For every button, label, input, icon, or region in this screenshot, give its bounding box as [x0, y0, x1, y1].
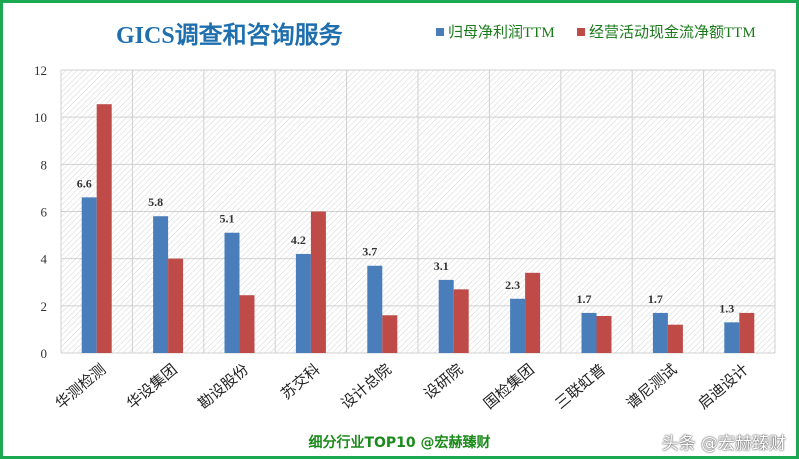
bar-net-profit — [581, 312, 597, 353]
bar-cash-flow — [525, 272, 541, 353]
data-label: 5.8 — [148, 195, 163, 209]
data-label: 6.6 — [77, 176, 92, 190]
bar-cash-flow — [739, 312, 755, 353]
plot-area: 0 2 4 6 8 10 12 6.6 华测检测 5.8 华设集团 5.1 勘设股份 4.2 苏交科 3.7 设… — [34, 63, 776, 413]
bar-cash-flow — [96, 104, 112, 353]
bar-net-profit — [724, 322, 740, 353]
legend-label: 归母净利润TTM — [448, 25, 555, 41]
data-label: 1.3 — [719, 301, 734, 315]
bar-net-profit — [81, 197, 97, 353]
data-label: 3.1 — [434, 259, 449, 273]
legend-item-net-profit: 归母净利润TTM — [436, 21, 555, 42]
bar-net-profit — [367, 265, 383, 353]
x-tick-label: 启迪设计 — [694, 360, 752, 412]
y-tick-label: 12 — [34, 63, 47, 78]
bar-cash-flow — [667, 324, 683, 353]
bar-cash-flow — [239, 295, 255, 353]
y-tick-label: 0 — [41, 346, 48, 361]
data-label: 3.7 — [362, 245, 377, 259]
y-tick-label: 10 — [34, 110, 47, 125]
x-tick-label: 三联虹普 — [552, 360, 610, 412]
data-label: 2.3 — [505, 278, 520, 292]
x-tick-label: 设计总院 — [337, 360, 395, 412]
bar-net-profit — [224, 232, 240, 353]
x-tick-label: 勘设股份 — [195, 360, 253, 412]
watermark: 头条 @宏赫臻财 — [661, 434, 786, 454]
bar-cash-flow — [453, 289, 469, 353]
bar-net-profit — [153, 216, 169, 353]
x-tick-label: 谱尼测试 — [623, 360, 681, 412]
y-tick-label: 8 — [41, 157, 48, 172]
footer-text: 细分行业TOP10 @宏赫臻财 — [308, 435, 491, 451]
x-tick-label: 设研院 — [420, 360, 466, 403]
legend-swatch — [436, 27, 444, 36]
chart-title: GICS调查和咨询服务 — [116, 23, 343, 49]
data-label: 1.7 — [577, 292, 592, 306]
bar-cash-flow — [310, 211, 326, 353]
legend-item-cash-flow: 经营活动现金流净额TTM — [577, 21, 756, 42]
bar-net-profit — [438, 279, 454, 353]
data-label: 5.1 — [220, 212, 235, 226]
bar-cash-flow — [382, 315, 398, 353]
bar-net-profit — [295, 253, 311, 353]
x-tick-label: 苏交科 — [277, 360, 323, 403]
y-tick-label: 4 — [41, 252, 48, 267]
bar-cash-flow — [596, 315, 612, 353]
data-label: 4.2 — [291, 233, 306, 247]
x-tick-label: 华设集团 — [123, 360, 181, 412]
legend-label: 经营活动现金流净额TTM — [589, 25, 756, 41]
bar-net-profit — [510, 298, 526, 353]
legend-swatch — [577, 27, 585, 36]
y-tick-label: 6 — [41, 205, 48, 220]
x-tick-label: 华测检测 — [52, 360, 110, 412]
data-label: 1.7 — [648, 292, 663, 306]
y-tick-label: 2 — [41, 299, 48, 314]
bar-cash-flow — [168, 258, 184, 353]
x-tick-label: 国检集团 — [480, 360, 538, 412]
bar-net-profit — [652, 312, 668, 353]
